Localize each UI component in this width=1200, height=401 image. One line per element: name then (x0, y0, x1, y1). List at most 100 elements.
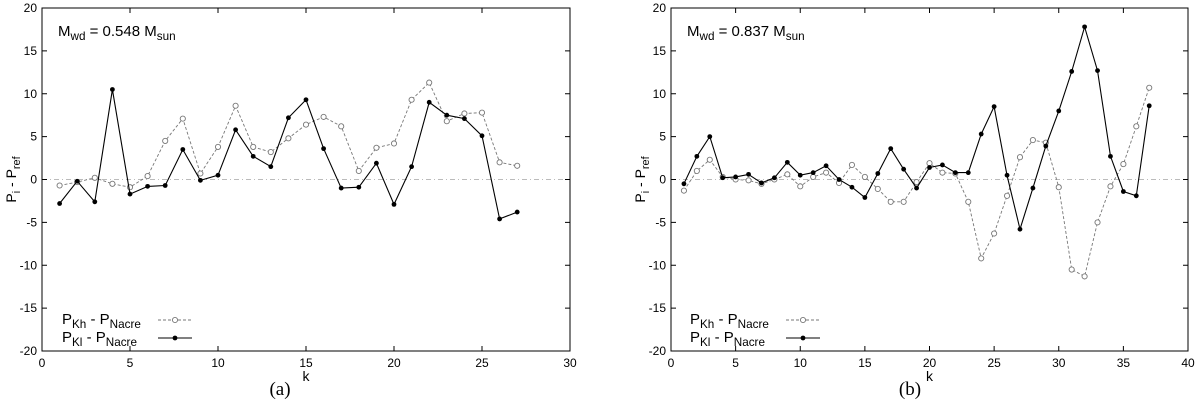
y-tick-label: -20 (20, 344, 38, 358)
data-point-series-2 (1120, 189, 1126, 194)
data-point-series-2 (286, 115, 291, 121)
series-line-2 (683, 24, 1150, 232)
data-point-series-2 (940, 162, 945, 168)
data-point-series-1 (250, 143, 257, 150)
data-point-series-1 (978, 255, 985, 262)
legend-swatch-marker-2 (800, 335, 806, 341)
data-point-series-2 (391, 201, 397, 207)
data-point-series-2 (110, 87, 115, 92)
mass-annotation: Mwd = 0.548 Msun (58, 23, 176, 43)
data-point-series-1 (706, 156, 713, 163)
mass-annotation-mid: = 0.837 M (714, 23, 785, 40)
data-point-series-2 (875, 171, 881, 176)
data-point-series-1 (197, 170, 204, 177)
data-point-series-2 (162, 183, 168, 188)
data-point-series-2 (180, 147, 186, 152)
data-point-series-1 (913, 179, 920, 186)
data-point-series-2 (215, 172, 221, 178)
y-tick-label: -5 (26, 215, 37, 229)
legend-label-2-sub1: Kl (72, 336, 82, 349)
data-point-series-1 (56, 182, 63, 189)
x-tick-label: 15 (858, 356, 872, 370)
y-tick-label: -20 (649, 344, 667, 358)
data-point-series-2 (426, 99, 432, 105)
x-tick-label: 10 (794, 356, 808, 370)
data-point-series-2 (1095, 68, 1100, 73)
data-point-series-2 (1146, 103, 1152, 109)
legend-label-2: PKl - PNacre (690, 329, 765, 349)
data-point-series-2 (927, 165, 932, 170)
data-point-series-2 (338, 185, 344, 191)
panel-label: (b) (899, 379, 921, 400)
data-point-series-2 (836, 177, 842, 182)
y-tick-label: -5 (655, 215, 666, 229)
data-point-series-2 (694, 153, 700, 159)
legend-label-1-main: P (690, 311, 700, 328)
x-tick-label: 30 (563, 356, 577, 370)
data-point-series-2 (862, 195, 868, 200)
data-point-series-1 (939, 169, 946, 176)
legend-label-2-mid: - P (710, 329, 733, 346)
data-point-series-2 (978, 131, 984, 137)
data-point-series-2 (321, 146, 326, 152)
x-tick-label: 5 (127, 356, 134, 370)
mass-annotation-sub2: sun (786, 30, 805, 43)
data-point-series-2 (1030, 185, 1036, 191)
data-point-series-2 (198, 177, 203, 183)
data-point-series-2 (479, 133, 485, 139)
data-point-series-1 (1016, 154, 1024, 161)
data-point-series-1 (144, 173, 151, 180)
data-point-series-2 (1017, 226, 1023, 232)
data-point-series-2 (952, 170, 958, 176)
x-axis-label: k (303, 368, 311, 384)
y-tick-label: -10 (20, 258, 38, 272)
x-tick-label: 30 (1052, 356, 1066, 370)
data-point-series-1 (109, 180, 116, 187)
legend-label-2-mid: - P (82, 329, 105, 346)
data-point-series-2 (914, 185, 919, 191)
y-tick-label: 5 (30, 130, 37, 144)
legend-swatch-marker-1 (799, 316, 807, 324)
x-tick-label: 25 (987, 356, 1001, 370)
data-point-series-1 (408, 96, 415, 103)
data-point-series-2 (497, 216, 502, 222)
x-tick-label: 10 (211, 356, 225, 370)
data-point-series-2 (733, 174, 739, 180)
data-point-series-2 (784, 159, 790, 165)
legend-label-2-main: P (62, 329, 72, 346)
data-point-series-2 (268, 164, 274, 170)
y-tick-label: -10 (649, 258, 667, 272)
data-point-series-1 (443, 118, 450, 125)
data-point-series-1 (1120, 161, 1127, 168)
data-point-series-1 (680, 187, 687, 194)
y-axis-label-main: P (632, 193, 648, 202)
y-tick-label: 10 (24, 87, 38, 101)
data-point-series-2 (1069, 69, 1075, 74)
x-tick-label: 15 (299, 356, 313, 370)
data-point-series-2 (720, 175, 726, 181)
y-tick-label: 15 (24, 44, 38, 58)
data-point-series-1 (267, 149, 274, 156)
data-point-series-1 (461, 110, 468, 117)
y-axis-label-sub1: i (640, 191, 652, 193)
data-point-series-2 (772, 175, 777, 181)
data-point-series-1 (373, 144, 380, 151)
data-point-series-1 (355, 167, 362, 174)
data-point-series-2 (1133, 193, 1139, 199)
data-point-series-1 (887, 198, 894, 205)
data-point-series-2 (1056, 108, 1062, 114)
data-point-series-1 (214, 143, 222, 150)
legend-label-2-sub2: Nacre (734, 336, 765, 349)
y-tick-label: 5 (659, 130, 666, 144)
mass-annotation-main: M (58, 23, 71, 40)
x-tick-label: 25 (475, 356, 489, 370)
data-point-series-2 (707, 134, 713, 140)
data-point-series-1 (1055, 184, 1062, 191)
y-tick-label: -15 (20, 301, 38, 315)
legend-label-2: PKl - PNacre (62, 329, 137, 349)
mass-annotation-mid: = 0.548 M (85, 23, 156, 40)
legend-label-1-sub2: Nacre (738, 318, 769, 331)
